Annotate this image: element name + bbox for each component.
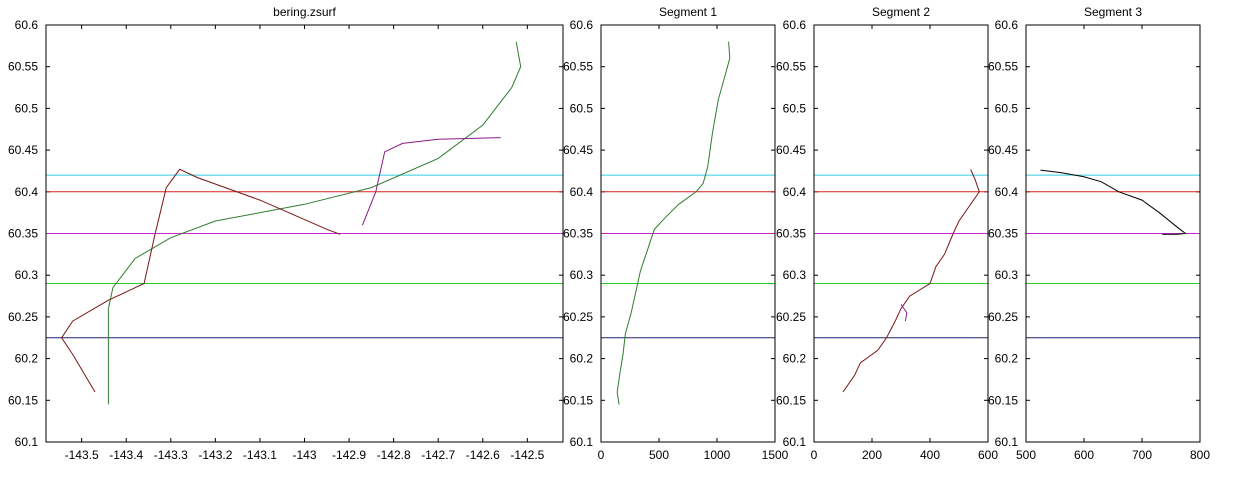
x-tick-label: -143.1	[243, 448, 277, 462]
y-tick-label: 60.25	[988, 310, 1018, 324]
chart-panel-bering-zsurf: bering.zsurf 60.1 60.15 60.2 60.25 60.3 60.35…	[8, 5, 564, 462]
y-tick-label: 60.2	[570, 352, 594, 366]
y-tick-label: 60.4	[570, 185, 594, 199]
y-tick-label: 60.1	[995, 435, 1019, 449]
x-tick-label: -142.8	[377, 448, 411, 462]
y-tick-label: 60.35	[8, 227, 38, 241]
y-tick-label: 60.4	[15, 185, 39, 199]
series-line	[842, 169, 980, 393]
series-line	[361, 137, 501, 226]
y-tick-label: 60.2	[15, 352, 39, 366]
series-line	[107, 41, 522, 405]
chart-title: bering.zsurf	[273, 5, 336, 19]
y-tick-label: 60.6	[783, 18, 807, 32]
y-tick-label: 60.25	[563, 310, 593, 324]
x-tick-label: 600	[1074, 448, 1094, 462]
y-tick-label: 60.2	[995, 352, 1019, 366]
x-tick-label: -143.5	[65, 448, 99, 462]
chart-panel-segment-1: Segment 1 60.1 60.15 60.2 60.25 60.3 60.35 60.…	[563, 5, 789, 462]
x-tick-label: 1500	[762, 448, 789, 462]
x-tick-label: -143.4	[109, 448, 143, 462]
series-line	[60, 168, 341, 393]
y-tick-label: 60.45	[776, 143, 806, 157]
chart-title: Segment 3	[1084, 5, 1142, 19]
x-tick-label: 1000	[704, 448, 731, 462]
y-tick-label: 60.15	[776, 393, 806, 407]
y-tick-label: 60.1	[15, 435, 39, 449]
y-tick-label: 60.1	[783, 435, 807, 449]
x-tick-label: -143	[292, 448, 316, 462]
x-tick-label: 700	[1132, 448, 1152, 462]
y-tick-label: 60.2	[783, 352, 807, 366]
y-tick-label: 60.5	[570, 101, 594, 115]
series-line	[616, 41, 731, 405]
y-tick-label: 60.5	[15, 101, 39, 115]
y-tick-label: 60.35	[563, 227, 593, 241]
x-tick-label: -143.3	[154, 448, 188, 462]
x-tick-label: 0	[598, 448, 605, 462]
x-tick-label: 800	[1190, 448, 1210, 462]
x-tick-label: -142.7	[421, 448, 455, 462]
y-tick-label: 60.3	[995, 268, 1019, 282]
y-tick-label: 60.15	[563, 393, 593, 407]
y-tick-label: 60.3	[783, 268, 807, 282]
x-tick-label: -142.6	[466, 448, 500, 462]
y-tick-label: 60.25	[776, 310, 806, 324]
y-tick-label: 60.35	[776, 227, 806, 241]
y-tick-label: 60.45	[563, 143, 593, 157]
y-tick-label: 60.5	[995, 101, 1019, 115]
series-line	[1040, 169, 1187, 235]
y-tick-label: 60.6	[15, 18, 39, 32]
x-tick-label: 500	[1016, 448, 1036, 462]
y-tick-label: 60.55	[988, 60, 1018, 74]
x-tick-label: 600	[978, 448, 998, 462]
y-tick-label: 60.25	[8, 310, 38, 324]
y-tick-label: 60.6	[570, 18, 594, 32]
chart-panel-segment-2: Segment 2 60.1 60.15 60.2 60.25 60.3 60.35 60.…	[776, 5, 998, 462]
chart-title: Segment 1	[659, 5, 717, 19]
y-tick-label: 60.4	[995, 185, 1019, 199]
y-tick-label: 60.55	[563, 60, 593, 74]
plot-frame	[1025, 24, 1201, 443]
plot-frame	[600, 24, 776, 443]
series-line	[900, 304, 908, 322]
x-tick-label: 200	[862, 448, 882, 462]
y-tick-label: 60.45	[988, 143, 1018, 157]
x-tick-label: -143.2	[198, 448, 232, 462]
plot-frame	[45, 24, 564, 443]
y-tick-label: 60.15	[988, 393, 1018, 407]
y-tick-label: 60.5	[783, 101, 807, 115]
y-tick-label: 60.6	[995, 18, 1019, 32]
y-tick-label: 60.55	[8, 60, 38, 74]
y-tick-label: 60.35	[988, 227, 1018, 241]
y-tick-label: 60.3	[570, 268, 594, 282]
y-tick-label: 60.1	[570, 435, 594, 449]
y-tick-label: 60.55	[776, 60, 806, 74]
y-tick-label: 60.45	[8, 143, 38, 157]
y-tick-label: 60.4	[783, 185, 807, 199]
chart-panel-segment-3: Segment 3 60.1 60.15 60.2 60.25 60.3 60.35 60.…	[988, 5, 1210, 462]
plot-frame	[813, 24, 989, 443]
y-tick-label: 60.3	[15, 268, 39, 282]
x-tick-label: -142.9	[332, 448, 366, 462]
x-tick-label: 0	[811, 448, 818, 462]
x-tick-label: -142.5	[510, 448, 544, 462]
chart-title: Segment 2	[872, 5, 930, 19]
x-tick-label: 500	[649, 448, 669, 462]
y-tick-label: 60.15	[8, 393, 38, 407]
x-tick-label: 400	[920, 448, 940, 462]
